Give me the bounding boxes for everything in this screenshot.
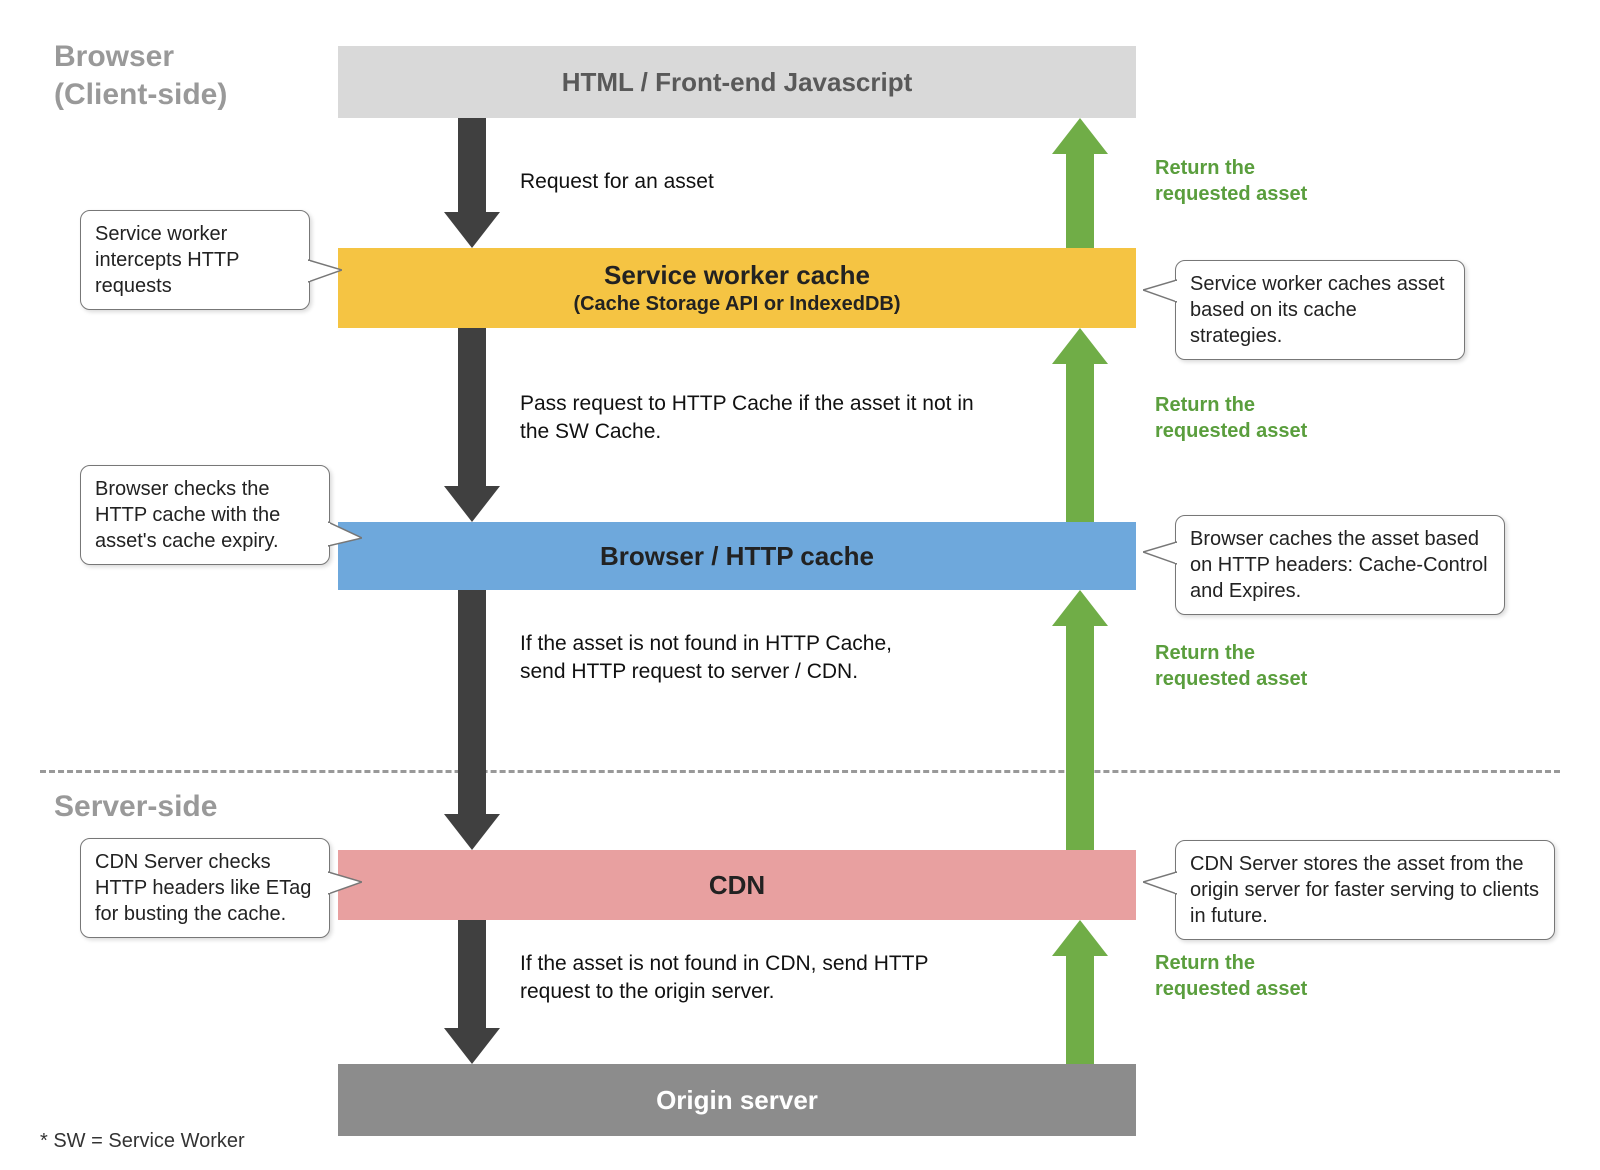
- layer-sw-cache: Service worker cache (Cache Storage API …: [338, 248, 1136, 328]
- layer-sw-title: Service worker cache: [604, 260, 870, 291]
- client-server-divider: [40, 770, 1560, 773]
- callout-browser-stores: Browser caches the asset based on HTTP h…: [1175, 515, 1505, 615]
- up-arrow-1: [1052, 118, 1108, 248]
- return-text-2: Return the requested asset: [1155, 392, 1307, 444]
- up-arrow-4: [1052, 920, 1108, 1064]
- callout-sw-intercept: Service worker intercepts HTTP requests: [80, 210, 310, 310]
- layer-sw-subtitle: (Cache Storage API or IndexedDB): [573, 293, 900, 316]
- layer-cdn-title: CDN: [709, 870, 765, 901]
- up-arrow-2: [1052, 328, 1108, 522]
- layer-origin-title: Origin server: [656, 1085, 818, 1116]
- down-arrow-2: [444, 328, 500, 522]
- return-text-3: Return the requested asset: [1155, 640, 1307, 692]
- return-text-4: Return the requested asset: [1155, 950, 1307, 1002]
- callout-cdn-stores-tail: [1143, 870, 1177, 900]
- down-arrow-4: [444, 920, 500, 1064]
- callout-cdn-stores: CDN Server stores the asset from the ori…: [1175, 840, 1555, 940]
- callout-cdn-check-tail: [328, 868, 362, 898]
- callout-sw-intercept-tail: [308, 258, 342, 288]
- callout-sw-stores: Service worker caches asset based on its…: [1175, 260, 1465, 360]
- flow-text-3: If the asset is not found in HTTP Cache,…: [520, 630, 940, 687]
- down-arrow-1: [444, 118, 500, 248]
- layer-frontend: HTML / Front-end Javascript: [338, 46, 1136, 118]
- callout-sw-stores-tail: [1143, 278, 1177, 308]
- layer-frontend-title: HTML / Front-end Javascript: [562, 67, 913, 98]
- callout-browser-check-tail: [328, 520, 362, 550]
- flow-text-2: Pass request to HTTP Cache if the asset …: [520, 390, 1000, 447]
- server-section-label: Server-side: [54, 788, 217, 826]
- flow-text-4: If the asset is not found in CDN, send H…: [520, 950, 1000, 1007]
- flow-text-1: Request for an asset: [520, 168, 940, 196]
- layer-origin: Origin server: [338, 1064, 1136, 1136]
- footnote: * SW = Service Worker: [40, 1130, 245, 1153]
- callout-browser-stores-tail: [1143, 540, 1177, 570]
- return-text-1: Return the requested asset: [1155, 155, 1307, 207]
- browser-section-label: Browser (Client-side): [54, 38, 227, 113]
- up-arrow-3: [1052, 590, 1108, 850]
- callout-browser-check: Browser checks the HTTP cache with the a…: [80, 465, 330, 565]
- layer-http-title: Browser / HTTP cache: [600, 541, 874, 572]
- callout-cdn-check: CDN Server checks HTTP headers like ETag…: [80, 838, 330, 938]
- layer-cdn: CDN: [338, 850, 1136, 920]
- layer-http-cache: Browser / HTTP cache: [338, 522, 1136, 590]
- down-arrow-3: [444, 590, 500, 850]
- diagram-root: Browser (Client-side) Server-side HTML /…: [0, 0, 1600, 1170]
